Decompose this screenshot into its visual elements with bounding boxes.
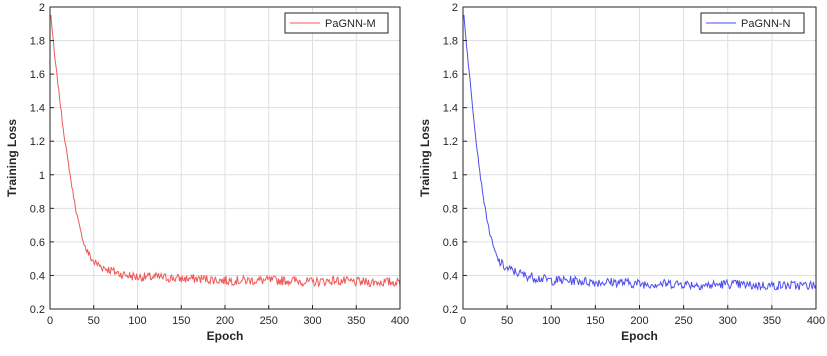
x-tick-label: 0 xyxy=(460,315,466,327)
y-tick-label: 0.2 xyxy=(30,304,45,316)
x-tick-label: 50 xyxy=(88,315,100,327)
x-tick-label: 300 xyxy=(719,315,737,327)
x-tick-label: 200 xyxy=(630,315,648,327)
panel-2: 0 50 100 150 200 250 300 350 400 0.2 0.4 0.6 0.8 1 1.2… xyxy=(418,2,825,343)
x-tick-label: 100 xyxy=(128,315,146,327)
y-tick-label: 2 xyxy=(452,2,458,14)
y-tick-label: 1.6 xyxy=(443,69,458,81)
x-tick-label: 250 xyxy=(674,315,692,327)
y-tick-label: 1.4 xyxy=(30,103,45,115)
x-tick-label: 250 xyxy=(260,315,278,327)
legend-label: PaGNN-N xyxy=(741,18,791,30)
x-axis-title: Epoch xyxy=(621,329,658,343)
x-axis-title: Epoch xyxy=(207,329,244,343)
x-tick-label: 400 xyxy=(391,315,409,327)
y-tick-label: 0.4 xyxy=(443,270,458,282)
x-tick-label: 150 xyxy=(172,315,190,327)
y-tick-label: 0.6 xyxy=(443,237,458,249)
panel-1: 0 50 100 150 200 250 300 350 400 0.2 0.4 0.6 0.8 1 1.2… xyxy=(5,2,409,343)
x-tick-label: 100 xyxy=(542,315,560,327)
y-tick-label: 1.8 xyxy=(443,36,458,48)
legend-label: PaGNN-M xyxy=(325,18,376,30)
x-tick-label: 200 xyxy=(216,315,234,327)
y-tick-label: 1.4 xyxy=(443,103,458,115)
y-tick-label: 0.8 xyxy=(30,203,45,215)
y-tick-label: 1.8 xyxy=(30,36,45,48)
x-tick-label: 350 xyxy=(347,315,365,327)
y-tick-label: 0.4 xyxy=(30,270,45,282)
y-tick-label: 2 xyxy=(39,2,45,14)
y-tick-label: 1.2 xyxy=(443,136,458,148)
x-tick-label: 0 xyxy=(47,315,53,327)
legend: PaGNN-N xyxy=(701,13,804,33)
y-tick-label: 1 xyxy=(39,170,45,182)
x-tick-label: 50 xyxy=(501,315,513,327)
y-tick-label: 1 xyxy=(452,170,458,182)
y-tick-label: 0.8 xyxy=(443,203,458,215)
legend: PaGNN-M xyxy=(285,13,388,33)
y-tick-label: 0.6 xyxy=(30,237,45,249)
y-axis-title: Training Loss xyxy=(5,119,19,197)
x-tick-label: 300 xyxy=(303,315,321,327)
y-tick-label: 1.2 xyxy=(30,136,45,148)
y-tick-label: 1.6 xyxy=(30,69,45,81)
y-axis-title: Training Loss xyxy=(418,119,432,197)
y-tick-label: 0.2 xyxy=(443,304,458,316)
x-tick-label: 400 xyxy=(807,315,825,327)
x-tick-label: 350 xyxy=(763,315,781,327)
x-tick-label: 150 xyxy=(586,315,604,327)
